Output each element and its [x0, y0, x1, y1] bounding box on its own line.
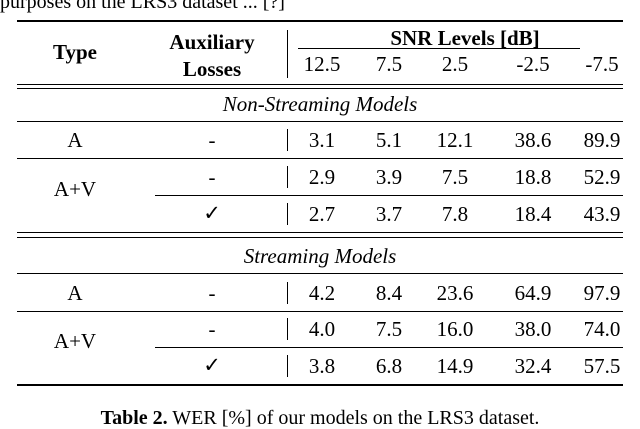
bottom-rule	[17, 384, 623, 386]
cropped-top-text: purposes on the LRS3 dataset ... [?]	[0, 0, 285, 13]
section2-title-rule	[17, 273, 623, 274]
row-value: 38.0	[514, 317, 552, 341]
header-snr-level: -2.5	[516, 52, 550, 76]
row-aux: -	[208, 317, 216, 341]
row-aux: -	[208, 128, 216, 152]
header-snr-level: 2.5	[441, 52, 469, 76]
row-value: 74.0	[583, 317, 621, 341]
section2-av-split-rule	[155, 347, 623, 348]
snr-underline	[298, 48, 580, 49]
row-separator	[287, 318, 288, 340]
header-separator	[287, 30, 288, 78]
row-value: 5.1	[375, 128, 403, 152]
row-value: 2.7	[308, 202, 336, 226]
row-separator	[287, 166, 288, 188]
row-value: 97.9	[583, 281, 621, 305]
row-value: 32.4	[514, 354, 552, 378]
row-separator	[287, 129, 288, 151]
row-value: 52.9	[583, 165, 621, 189]
section1-av-split-rule	[155, 195, 623, 196]
row-value: 6.8	[375, 354, 403, 378]
row-value: 14.9	[436, 354, 474, 378]
row-type: A+V	[53, 329, 97, 353]
row-value: 18.8	[514, 165, 552, 189]
header-rule-1	[17, 84, 623, 85]
header-rule-2	[17, 88, 623, 89]
row-separator	[287, 355, 288, 377]
row-value: 8.4	[375, 281, 403, 305]
row-value: 89.9	[583, 128, 621, 152]
row-value: 3.9	[375, 165, 403, 189]
row-value: 7.5	[375, 317, 403, 341]
row-value: 3.1	[308, 128, 336, 152]
row-value: 16.0	[436, 317, 474, 341]
row-value: 18.4	[514, 202, 552, 226]
header-aux-line2: Losses	[182, 57, 242, 81]
header-snr-level: -7.5	[585, 52, 619, 76]
header-aux-line1: Auxiliary	[169, 30, 255, 54]
section2-row1-rule	[17, 311, 623, 312]
row-value: 7.8	[441, 202, 469, 226]
row-separator	[287, 282, 288, 304]
row-value: 57.5	[583, 354, 621, 378]
row-value: 3.8	[308, 354, 336, 378]
header-snr-level: 7.5	[375, 52, 403, 76]
section-sep-rule-2	[17, 237, 623, 238]
row-value: 38.6	[514, 128, 552, 152]
section1-title-rule	[17, 121, 623, 122]
table-caption: Table 2. WER [%] of our models on the LR…	[101, 408, 540, 428]
row-aux: -	[208, 165, 216, 189]
row-value: 43.9	[583, 202, 621, 226]
caption-label: Table 2.	[100, 407, 168, 429]
top-rule	[17, 20, 623, 22]
row-separator	[287, 203, 288, 225]
row-value: 23.6	[436, 281, 474, 305]
row-value: 64.9	[514, 281, 552, 305]
row-type: A	[67, 281, 83, 305]
row-value: 4.2	[308, 281, 336, 305]
row-value: 4.0	[308, 317, 336, 341]
section-title: Non-Streaming Models	[222, 92, 418, 116]
row-value: 2.9	[308, 165, 336, 189]
row-value: 7.5	[441, 165, 469, 189]
checkmark: ✓	[203, 353, 221, 377]
caption-text: WER [%] of our models on the LRS3 datase…	[172, 407, 540, 429]
row-aux: -	[208, 281, 216, 305]
checkmark: ✓	[203, 201, 221, 225]
header-type: Type	[53, 40, 97, 64]
section1-row1-rule	[17, 158, 623, 159]
row-type: A	[67, 128, 83, 152]
row-value: 3.7	[375, 202, 403, 226]
row-value: 12.1	[436, 128, 474, 152]
section-title: Streaming Models	[243, 244, 397, 268]
row-type: A+V	[53, 177, 97, 201]
header-snr-title: SNR Levels [dB]	[390, 26, 540, 50]
section-sep-rule-1	[17, 232, 623, 233]
header-snr-level: 12.5	[303, 52, 341, 76]
